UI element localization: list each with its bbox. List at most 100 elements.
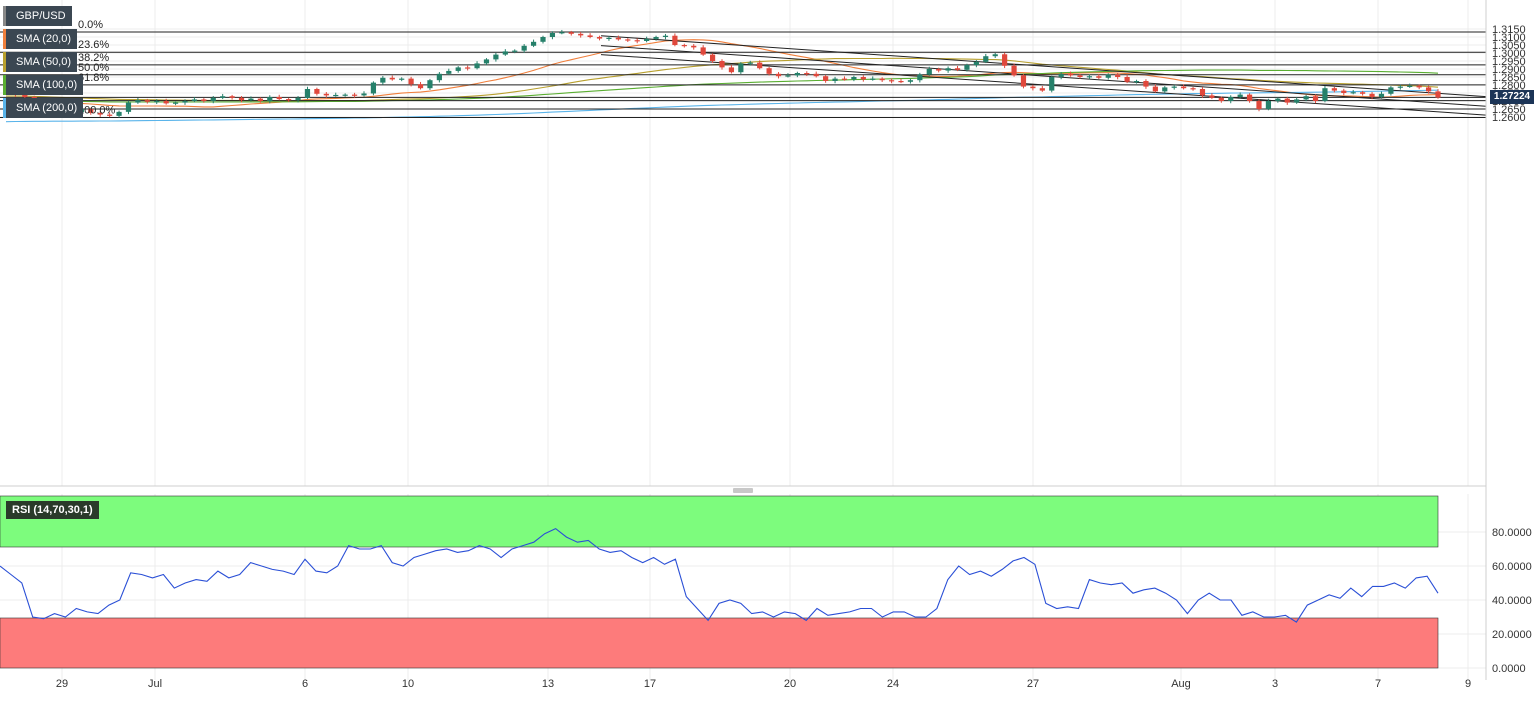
candle — [1303, 94, 1309, 102]
candle-body — [1312, 96, 1319, 101]
candle-body — [1039, 88, 1045, 91]
candle — [1143, 79, 1149, 89]
legend-sma-20[interactable]: SMA (20,0) — [3, 29, 78, 49]
candle-body — [747, 62, 753, 64]
legend-sma-200[interactable]: SMA (200,0) — [3, 98, 84, 118]
candle-body — [88, 109, 94, 113]
candle — [907, 78, 914, 84]
candle — [596, 35, 603, 41]
fib-label: 100.0% — [78, 104, 116, 116]
candle — [1020, 74, 1027, 89]
candle-body — [945, 68, 951, 71]
candle — [295, 96, 301, 103]
rsi-title[interactable]: RSI (14,70,30,1) — [6, 501, 99, 519]
candle — [163, 98, 169, 105]
candle — [436, 72, 442, 83]
fib-labels: 0.0% 23.6%38.2%50.0%61.8% 100.0% — [78, 19, 116, 116]
candle-body — [295, 97, 301, 101]
date-tick-label: 27 — [1027, 678, 1039, 690]
candle — [1312, 94, 1319, 104]
candle-body — [1190, 88, 1196, 90]
candle — [1077, 74, 1083, 79]
candle-body — [1030, 86, 1036, 89]
candle — [342, 93, 348, 97]
candle-body — [653, 37, 659, 39]
candle-body — [549, 33, 556, 37]
candle-body — [870, 78, 876, 80]
candle — [568, 30, 574, 36]
candle — [107, 112, 113, 118]
candle — [408, 76, 414, 87]
candle-body — [465, 67, 471, 69]
candle-body — [493, 54, 499, 60]
candle — [267, 95, 273, 104]
channel-line — [600, 35, 1487, 98]
candle-body — [917, 74, 923, 81]
candle — [417, 81, 424, 90]
price-tick-label: 1.2850 — [1492, 72, 1526, 84]
candle — [954, 65, 961, 72]
candle — [992, 53, 998, 58]
rsi-overbought-zone — [0, 495, 1439, 548]
candle-body — [1378, 93, 1385, 97]
price-tick-label: 1.2600 — [1492, 112, 1526, 124]
candle — [88, 107, 94, 115]
candle-body — [1133, 81, 1140, 83]
candle-body — [841, 78, 848, 80]
candle-body — [512, 50, 518, 52]
pane-divider-handle[interactable] — [733, 488, 753, 493]
candle — [465, 65, 471, 71]
candle-body — [1152, 86, 1158, 92]
candle-body — [1020, 75, 1027, 87]
candle-body — [267, 97, 273, 101]
candle-body — [257, 98, 263, 101]
candle — [804, 71, 810, 77]
candle — [540, 35, 546, 44]
candle-body — [596, 37, 603, 39]
candle-body — [936, 69, 942, 71]
candle — [1096, 73, 1102, 80]
candle — [775, 72, 782, 79]
candle-body — [568, 32, 574, 34]
candle-body — [983, 56, 989, 62]
candle — [370, 81, 377, 96]
candle-body — [220, 96, 226, 98]
candle-body — [681, 45, 687, 47]
candle-body — [144, 100, 150, 102]
candle — [1369, 92, 1375, 100]
candle — [738, 62, 744, 74]
candle — [389, 75, 395, 81]
fib-label: 50.0% — [78, 62, 109, 74]
candle — [521, 44, 527, 53]
price-tick-label: 1.2800 — [1492, 80, 1526, 92]
candle — [615, 35, 621, 41]
candle-body — [1275, 98, 1281, 101]
candle — [888, 78, 895, 84]
candle-body — [1105, 74, 1111, 78]
candle-body — [1067, 73, 1074, 76]
candle — [1039, 85, 1045, 92]
candle — [700, 45, 706, 56]
legend-sma-50[interactable]: SMA (50,0) — [3, 52, 78, 72]
last-price-tag: 1.27224 — [1490, 90, 1534, 105]
candle — [238, 96, 245, 103]
candle — [1190, 86, 1196, 91]
candle-body — [314, 89, 320, 94]
legend-sma-100[interactable]: SMA (100,0) — [3, 75, 84, 95]
date-tick-label: Jul — [148, 678, 162, 690]
price-axis: 1.31501.31001.30501.30001.29501.29001.28… — [1492, 24, 1526, 124]
candle-body — [1058, 73, 1064, 77]
candle-body — [229, 96, 235, 98]
candle — [709, 53, 716, 63]
price-tick-label: 1.2950 — [1492, 56, 1526, 68]
date-tick-label: 6 — [302, 678, 308, 690]
candle-body — [380, 77, 386, 83]
candle — [1181, 84, 1187, 90]
candle-body — [1294, 99, 1300, 103]
candle-body — [1115, 74, 1121, 77]
candle-body — [1096, 76, 1102, 78]
candle-body — [1256, 101, 1262, 109]
candle-body — [766, 68, 772, 74]
legend-symbol[interactable]: GBP/USD — [3, 6, 72, 26]
fib-label: 61.8% — [78, 72, 109, 84]
